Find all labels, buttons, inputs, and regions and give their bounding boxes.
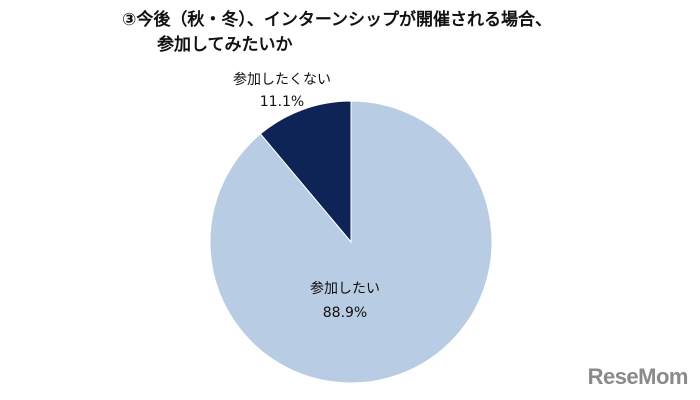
slice-value-yes: 88.9% bbox=[323, 305, 367, 321]
resemom-logo: ReseMom bbox=[587, 364, 689, 389]
slice-label-yes: 参加したい bbox=[310, 280, 380, 297]
slice-label-no: 参加したくない bbox=[233, 71, 331, 88]
title-line-1: ③今後（秋・冬）、インターンシップが開催される場合、 bbox=[122, 10, 553, 30]
chart-title: ③今後（秋・冬）、インターンシップが開催される場合、 参加してみたいか bbox=[122, 8, 552, 58]
pie-slice-1 bbox=[209, 100, 493, 384]
title-line-2: 参加してみたいか bbox=[157, 35, 293, 55]
pie-slice-0 bbox=[259, 100, 352, 244]
slice-value-no: 11.1% bbox=[260, 94, 304, 110]
